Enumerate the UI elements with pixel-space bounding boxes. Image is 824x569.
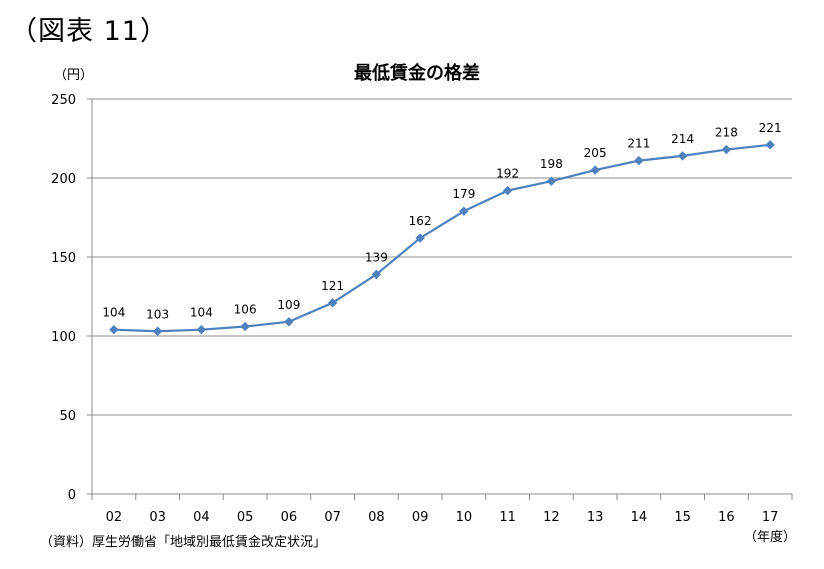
data-point-marker (677, 151, 688, 161)
x-tick-label: 17 (762, 510, 779, 525)
data-label: 221 (759, 121, 782, 135)
data-point-marker (634, 155, 644, 166)
data-point-marker (152, 326, 163, 336)
x-axis-unit-label: （年度） (744, 529, 796, 545)
data-point-marker (371, 269, 382, 280)
data-point-marker (327, 298, 338, 308)
y-tick-label: 0 (68, 488, 76, 503)
data-point-marker (590, 165, 600, 175)
y-tick-label: 150 (51, 251, 76, 266)
data-label: 198 (540, 157, 563, 171)
data-point-marker (459, 206, 469, 216)
x-tick-label: 04 (193, 510, 210, 525)
data-label: 103 (146, 307, 169, 321)
x-tick-label: 15 (674, 510, 691, 525)
data-label: 104 (190, 306, 213, 320)
x-tick-label: 08 (368, 510, 385, 525)
data-point-marker (109, 324, 119, 335)
data-label: 139 (365, 250, 388, 264)
data-point-marker (284, 317, 294, 327)
data-point-marker (240, 321, 250, 332)
y-axis-unit-label: （円） (54, 68, 93, 83)
x-tick-label: 05 (237, 510, 254, 525)
data-point-marker (502, 185, 513, 196)
data-label: 109 (277, 298, 300, 312)
data-label: 162 (409, 214, 432, 228)
x-tick-label: 03 (149, 510, 166, 525)
data-point-marker (415, 233, 425, 243)
x-tick-label: 14 (631, 510, 648, 525)
data-label: 104 (102, 306, 125, 320)
data-label: 179 (452, 187, 475, 201)
y-tick-label: 200 (51, 172, 76, 187)
y-tick-label: 250 (51, 93, 76, 108)
data-point-marker (546, 176, 557, 186)
figure-label: （図表 11） (10, 16, 168, 47)
x-tick-label: 11 (499, 510, 516, 525)
x-tick-label: 16 (718, 510, 735, 525)
data-point-marker (721, 144, 732, 155)
data-point-marker (196, 324, 207, 335)
data-label: 214 (671, 132, 694, 146)
x-tick-label: 02 (106, 510, 123, 525)
data-point-marker (765, 140, 775, 150)
source-note: （資料）厚生労働省「地域別最低賃金改定状況」 (40, 535, 327, 550)
y-tick-label: 50 (59, 409, 76, 424)
series-line (113, 143, 771, 333)
x-tick-label: 10 (456, 510, 473, 525)
data-label: 211 (627, 137, 650, 151)
data-label: 218 (715, 126, 738, 140)
x-tick-label: 07 (324, 510, 341, 525)
x-tick-label: 09 (412, 510, 429, 525)
data-label: 205 (584, 146, 607, 160)
x-tick-label: 13 (587, 510, 604, 525)
chart-title: 最低賃金の格差 (354, 62, 480, 84)
y-tick-label: 100 (51, 330, 76, 345)
x-tick-label: 12 (543, 510, 560, 525)
data-label: 121 (321, 279, 344, 293)
data-label: 106 (234, 303, 257, 317)
x-tick-label: 06 (281, 510, 298, 525)
data-label: 192 (496, 167, 519, 181)
